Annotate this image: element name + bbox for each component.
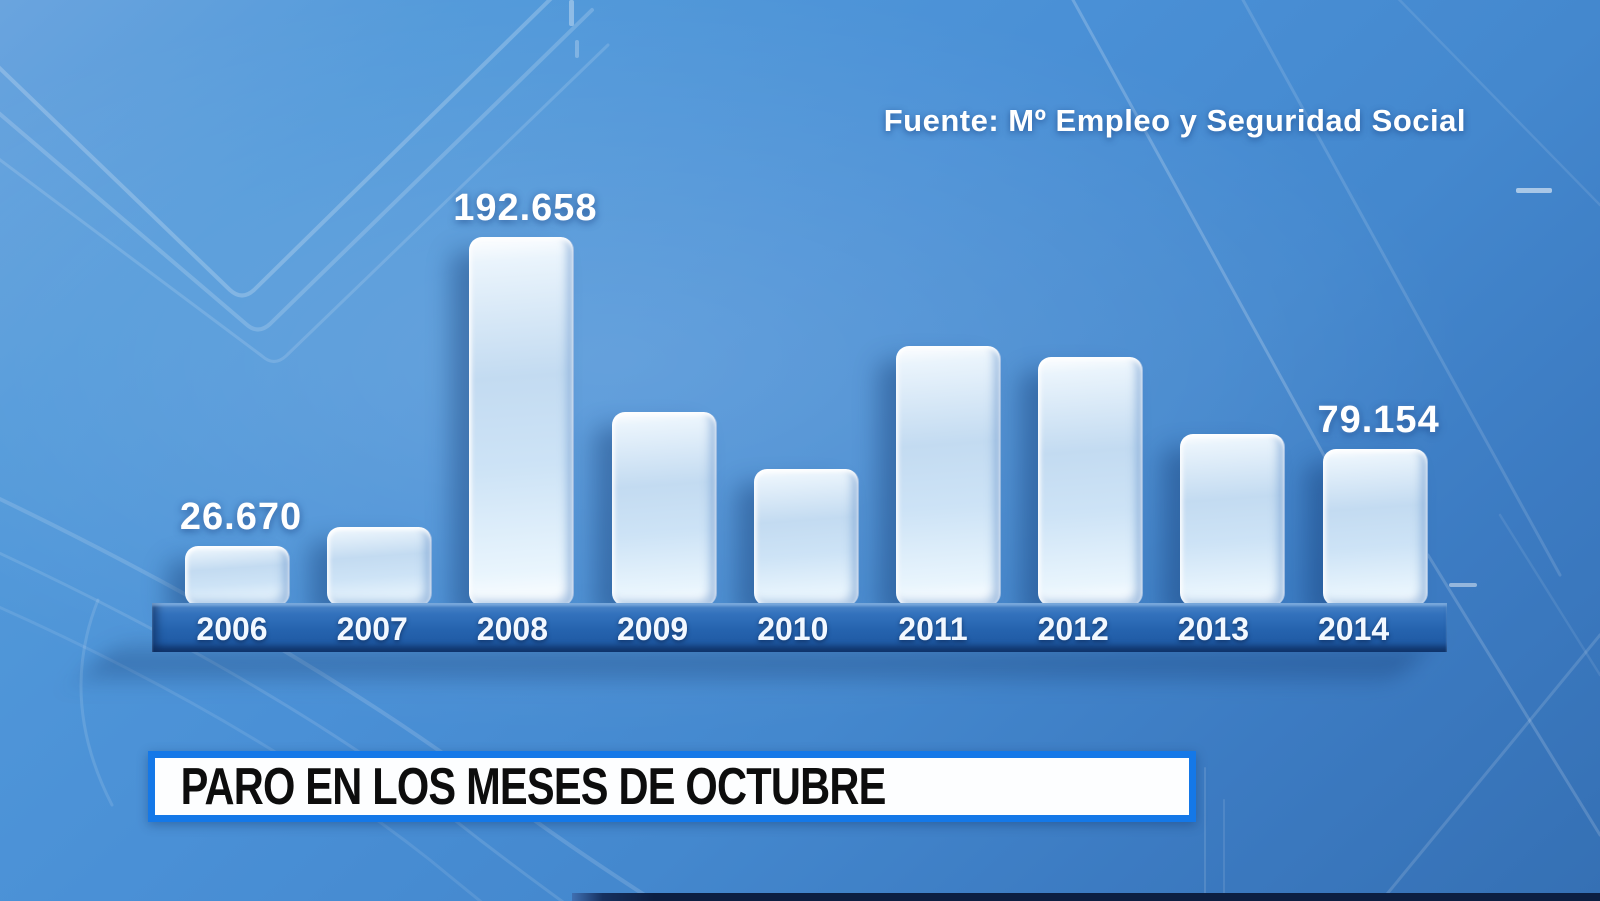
bar-2012 [1038, 357, 1144, 606]
lower-third-edge-strip [572, 893, 1600, 901]
x-axis-label-2013: 2013 [1177, 611, 1249, 647]
x-axis-label-2008: 2008 [476, 611, 548, 647]
headline-banner-inner: PARO EN LOS MESES DE OCTUBRE [155, 758, 1189, 815]
x-axis-label-2014: 2014 [1318, 611, 1390, 647]
bar-2010 [753, 469, 859, 606]
headline-title: PARO EN LOS MESES DE OCTUBRE [180, 757, 887, 816]
bar-2014 [1322, 449, 1428, 606]
x-axis-label-2006: 2006 [196, 611, 268, 647]
source-attribution-text: Fuente: Mº Empleo y Seguridad Social [883, 103, 1466, 138]
bar-2007 [327, 527, 433, 606]
bar-2006 [185, 546, 290, 606]
headline-banner: PARO EN LOS MESES DE OCTUBRE [148, 751, 1196, 822]
x-axis-label-2007: 2007 [336, 611, 408, 647]
x-axis-label-2012: 2012 [1037, 611, 1109, 647]
bar-2008 [469, 237, 575, 606]
x-axis-label-2011: 2011 [898, 611, 968, 647]
x-axis-bar [152, 603, 1447, 652]
axis-drop-shadow [85, 651, 1424, 675]
bar-2011 [896, 346, 1001, 606]
bar-2009 [611, 412, 717, 606]
bar-2013 [1180, 434, 1286, 606]
value-label-2008: 192.658 [453, 187, 598, 229]
value-label-2006: 26.670 [179, 496, 303, 538]
x-axis-label-2009: 2009 [617, 611, 689, 647]
x-axis-label-2010: 2010 [757, 611, 829, 647]
value-label-2014: 79.154 [1317, 399, 1440, 441]
